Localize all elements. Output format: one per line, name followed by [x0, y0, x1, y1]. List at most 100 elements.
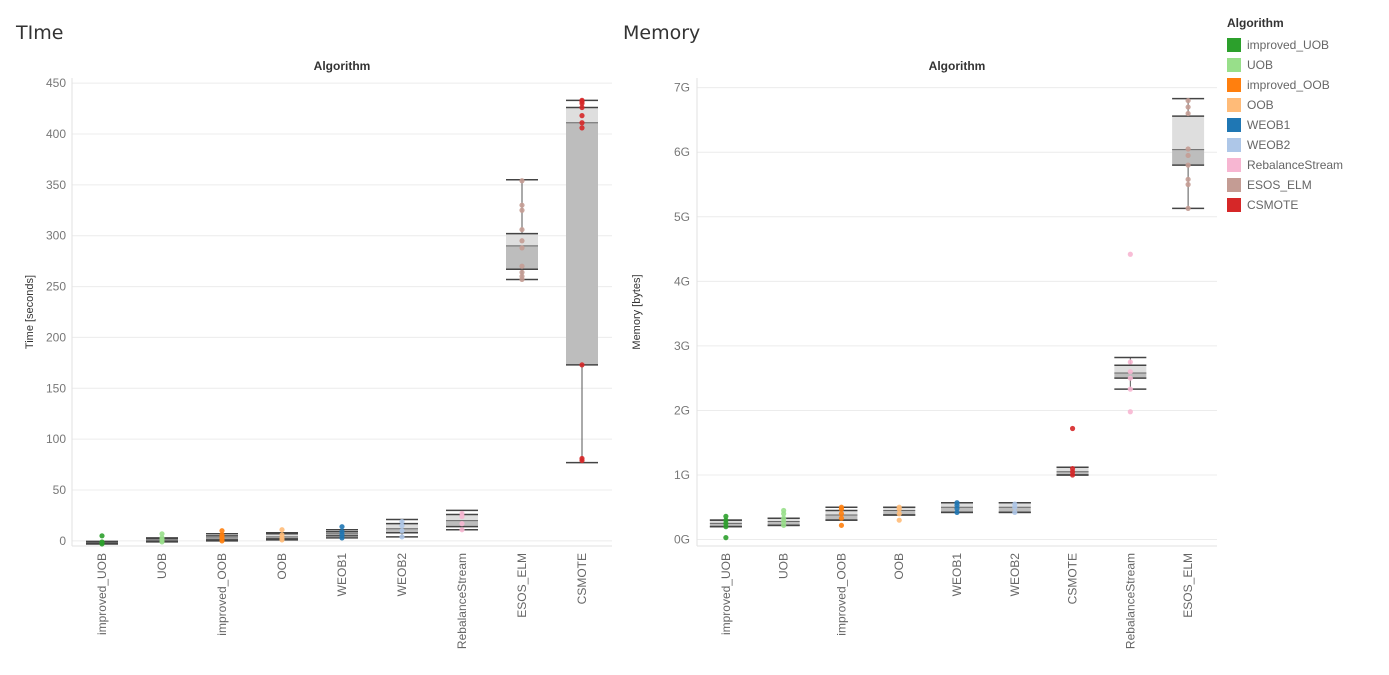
data-point [459, 527, 465, 533]
legend-item[interactable]: CSMOTE [1227, 195, 1343, 215]
y-tick-label: 6G [674, 145, 690, 159]
x-category-label: improved_OOB [215, 553, 229, 636]
data-point [1127, 369, 1133, 375]
data-point [279, 527, 285, 533]
legend-swatch [1227, 198, 1241, 212]
data-point [1012, 509, 1018, 516]
legend-swatch [1227, 78, 1241, 92]
data-point [954, 509, 960, 516]
x-category-label: UOB [155, 553, 169, 579]
data-point [279, 532, 285, 538]
data-point [781, 507, 787, 514]
x-category-label: ESOS_ELM [515, 553, 529, 618]
x-category-label: CSMOTE [575, 553, 589, 604]
legend-item[interactable]: WEOB2 [1227, 135, 1343, 155]
data-point [519, 178, 525, 184]
box-RebalanceStream [446, 509, 478, 533]
x-category-label: WEOB2 [395, 553, 409, 597]
box-WEOB1 [326, 524, 358, 541]
data-point [519, 202, 525, 208]
box-CSMOTE [566, 97, 598, 464]
data-point [219, 528, 225, 534]
box-OOB [266, 527, 298, 543]
data-point [1185, 110, 1191, 117]
box-UOB [767, 507, 800, 528]
y-tick-label: 150 [46, 381, 66, 395]
data-point [1127, 359, 1133, 365]
y-axis-label: Memory [bytes] [631, 274, 643, 349]
x-category-label: RebalanceStream [455, 553, 469, 649]
legend-swatch [1227, 58, 1241, 72]
data-point [1127, 409, 1133, 415]
legend-item[interactable]: RebalanceStream [1227, 155, 1343, 175]
x-category-label: RebalanceStream [1123, 553, 1137, 649]
data-point [838, 504, 845, 510]
x-category-label: improved_UOB [95, 553, 109, 635]
legend-label: RebalanceStream [1247, 158, 1344, 172]
data-point [896, 511, 902, 517]
legend-item[interactable]: improved_OOB [1227, 75, 1343, 95]
data-point [1185, 205, 1191, 211]
legend: Algorithm improved_UOB UOB improved_OOB OOB… [1227, 16, 1343, 215]
data-point [519, 238, 525, 244]
legend-label: improved_OOB [1247, 78, 1330, 92]
x-category-label: improved_OOB [834, 553, 848, 636]
data-point [579, 455, 585, 462]
x-category-label: ESOS_ELM [1181, 553, 1195, 618]
memory-sheet-title: Memory [623, 22, 701, 44]
data-point [838, 522, 845, 528]
box-lower [566, 122, 598, 365]
y-tick-label: 300 [46, 229, 66, 243]
data-point [579, 104, 585, 111]
legend-title: Algorithm [1227, 16, 1284, 30]
y-tick-label: 7G [674, 81, 690, 95]
data-point [1185, 162, 1191, 168]
data-point [459, 510, 465, 517]
y-tick-label: 400 [46, 127, 66, 141]
legend-swatch [1227, 98, 1241, 112]
x-category-label: OOB [892, 553, 906, 580]
y-tick-label: 200 [46, 330, 66, 344]
box-RebalanceStream [1114, 251, 1147, 415]
y-tick-label: 350 [46, 178, 66, 192]
data-point [1185, 181, 1191, 188]
legend-swatch [1227, 138, 1241, 152]
box-UOB [146, 531, 178, 545]
data-point [399, 528, 405, 534]
y-tick-label: 2G [674, 403, 690, 417]
legend-label: improved_UOB [1247, 38, 1330, 52]
data-point [399, 518, 405, 525]
data-point [1127, 386, 1133, 392]
box-OOB [883, 504, 916, 523]
y-tick-label: 5G [674, 210, 690, 224]
data-point [519, 245, 525, 251]
legend-item[interactable]: ESOS_ELM [1227, 175, 1343, 195]
data-point [339, 524, 345, 530]
box-upper [1172, 116, 1205, 150]
data-point [1069, 465, 1076, 472]
x-category-label: OOB [275, 553, 289, 580]
legend-item[interactable]: OOB [1227, 95, 1343, 115]
legend-label: UOB [1247, 58, 1274, 72]
data-point [339, 529, 345, 535]
legend-item[interactable]: WEOB1 [1227, 115, 1343, 135]
data-point [896, 504, 902, 510]
data-point [519, 269, 525, 275]
y-tick-label: 450 [46, 76, 66, 90]
data-point [399, 534, 405, 540]
box-WEOB2 [386, 518, 418, 540]
y-tick-label: 4G [674, 274, 690, 288]
legend-item[interactable]: UOB [1227, 55, 1343, 75]
legend-swatch [1227, 118, 1241, 132]
data-point [723, 513, 729, 519]
legend-swatch [1227, 178, 1241, 192]
data-point [519, 207, 525, 213]
box-improved_OOB [825, 504, 858, 528]
data-point [399, 523, 405, 529]
data-point [579, 125, 585, 131]
y-tick-label: 3G [674, 339, 690, 353]
x-category-label: WEOB1 [950, 553, 964, 597]
legend-item[interactable]: improved_UOB [1227, 35, 1343, 55]
data-point [781, 522, 787, 528]
data-point [519, 273, 525, 279]
